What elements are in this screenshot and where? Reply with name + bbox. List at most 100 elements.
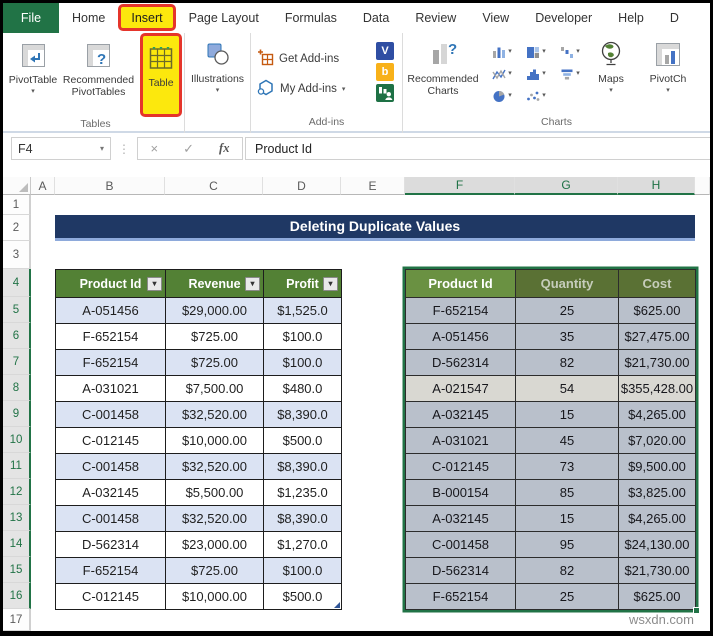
cell[interactable]: F-652154: [55, 557, 166, 584]
cell[interactable]: $625.00: [618, 297, 696, 324]
ribbon-tab-review[interactable]: Review: [415, 11, 457, 25]
table-header-cost[interactable]: Cost: [618, 269, 696, 298]
people-graph-addin-icon[interactable]: [376, 83, 394, 107]
cell[interactable]: $355,428.00: [618, 375, 696, 402]
ribbon-tab-home[interactable]: Home: [72, 11, 106, 25]
pivottable-button[interactable]: PivotTable ▾: [7, 35, 59, 115]
column-header-F[interactable]: F: [405, 177, 515, 195]
ribbon-tab-file[interactable]: File: [3, 3, 59, 33]
cell[interactable]: $3,825.00: [618, 479, 696, 506]
table-header-profit[interactable]: Profit ▾: [263, 269, 342, 298]
ribbon-tab-page-layout[interactable]: Page Layout: [188, 11, 259, 25]
cell[interactable]: A-032145: [405, 505, 516, 532]
insert-function-icon[interactable]: fx: [219, 141, 230, 155]
table-button[interactable]: Table: [140, 33, 182, 117]
cell[interactable]: A-051456: [55, 297, 166, 324]
cell[interactable]: C-012145: [55, 583, 166, 610]
column-header-G[interactable]: G: [515, 177, 618, 195]
recommended-pivottables-button[interactable]: ? Recommended PivotTables: [59, 35, 138, 115]
cell[interactable]: $725.00: [165, 323, 264, 350]
row-header-10[interactable]: 10: [3, 427, 31, 453]
cell[interactable]: 82: [515, 349, 619, 376]
recommended-charts-button[interactable]: ? Recommended Charts: [403, 34, 483, 114]
histogram-chart-button[interactable]: ▾: [519, 63, 553, 85]
cell[interactable]: D-562314: [405, 557, 516, 584]
line-chart-button[interactable]: ▾: [485, 63, 519, 85]
ribbon-tab-insert[interactable]: Insert: [118, 4, 176, 31]
row-header-6[interactable]: 6: [3, 323, 31, 349]
cell[interactable]: $24,130.00: [618, 531, 696, 558]
cell[interactable]: 54: [515, 375, 619, 402]
cell[interactable]: $100.0: [263, 349, 342, 376]
cell[interactable]: A-031021: [55, 375, 166, 402]
cell[interactable]: $27,475.00: [618, 323, 696, 350]
row-header-7[interactable]: 7: [3, 349, 31, 375]
filter-button[interactable]: ▾: [323, 277, 338, 291]
ribbon-tab-d[interactable]: D: [669, 11, 679, 25]
cell[interactable]: $21,730.00: [618, 349, 696, 376]
cell[interactable]: 85: [515, 479, 619, 506]
cell[interactable]: 73: [515, 453, 619, 480]
name-box[interactable]: F4 ▾: [11, 137, 111, 160]
treemap-chart-button[interactable]: ▾: [519, 41, 553, 63]
pie-chart-button[interactable]: ▾: [485, 85, 519, 107]
cell[interactable]: $100.0: [263, 323, 342, 350]
cell[interactable]: A-051456: [405, 323, 516, 350]
cell[interactable]: $23,000.00: [165, 531, 264, 558]
cell[interactable]: $21,730.00: [618, 557, 696, 584]
row-header-4[interactable]: 4: [3, 269, 31, 297]
filter-button[interactable]: ▾: [245, 277, 260, 291]
row-header-13[interactable]: 13: [3, 505, 31, 531]
column-header-E[interactable]: E: [341, 177, 405, 195]
cell[interactable]: D-562314: [55, 531, 166, 558]
cell[interactable]: C-001458: [405, 531, 516, 558]
table-header-revenue[interactable]: Revenue ▾: [165, 269, 264, 298]
row-header-16[interactable]: 16: [3, 583, 31, 609]
scatter-chart-button[interactable]: ▾: [519, 85, 553, 107]
cell[interactable]: $1,270.0: [263, 531, 342, 558]
cell[interactable]: $725.00: [165, 349, 264, 376]
cell[interactable]: $100.0: [263, 557, 342, 584]
row-header-3[interactable]: 3: [3, 241, 31, 269]
pivotchart-button[interactable]: PivotCh ▾: [633, 34, 703, 114]
cell[interactable]: $32,520.00: [165, 401, 264, 428]
row-header-5[interactable]: 5: [3, 297, 31, 323]
cell[interactable]: D-562314: [405, 349, 516, 376]
maps-button[interactable]: Maps ▾: [589, 34, 633, 114]
cell[interactable]: A-032145: [55, 479, 166, 506]
cell[interactable]: F-652154: [55, 323, 166, 350]
row-header-14[interactable]: 14: [3, 531, 31, 557]
column-header-D[interactable]: D: [263, 177, 341, 195]
table-header-quantity[interactable]: Quantity: [515, 269, 619, 298]
get-addins-button[interactable]: Get Add-ins: [257, 49, 370, 69]
cell[interactable]: C-001458: [55, 401, 166, 428]
column-header-H[interactable]: H: [618, 177, 695, 195]
cell[interactable]: $1,235.0: [263, 479, 342, 506]
cell[interactable]: B-000154: [405, 479, 516, 506]
row-header-2[interactable]: 2: [3, 215, 31, 241]
cell[interactable]: $8,390.0: [263, 453, 342, 480]
cell[interactable]: 35: [515, 323, 619, 350]
cell[interactable]: $32,520.00: [165, 453, 264, 480]
row-header-17[interactable]: 17: [3, 609, 31, 631]
bing-addin-icon[interactable]: b: [376, 62, 394, 81]
cell[interactable]: C-001458: [55, 453, 166, 480]
ribbon-tab-view[interactable]: View: [482, 11, 510, 25]
cell[interactable]: 15: [515, 401, 619, 428]
cell[interactable]: $32,520.00: [165, 505, 264, 532]
my-addins-button[interactable]: My Add-ins ▾: [257, 79, 370, 99]
cell[interactable]: $4,265.00: [618, 401, 696, 428]
table-header-product-id[interactable]: Product Id: [405, 269, 516, 298]
row-header-1[interactable]: 1: [3, 195, 31, 215]
visio-addin-icon[interactable]: V: [376, 41, 394, 60]
column-header-A[interactable]: A: [31, 177, 55, 195]
cell[interactable]: $10,000.00: [165, 427, 264, 454]
cell[interactable]: 25: [515, 583, 619, 610]
ribbon-tab-formulas[interactable]: Formulas: [284, 11, 337, 25]
cell[interactable]: $500.0: [263, 427, 342, 454]
cell[interactable]: A-021547: [405, 375, 516, 402]
cell[interactable]: $8,390.0: [263, 401, 342, 428]
cell[interactable]: $480.0: [263, 375, 342, 402]
ribbon-tab-developer[interactable]: Developer: [535, 11, 593, 25]
cell[interactable]: C-012145: [405, 453, 516, 480]
